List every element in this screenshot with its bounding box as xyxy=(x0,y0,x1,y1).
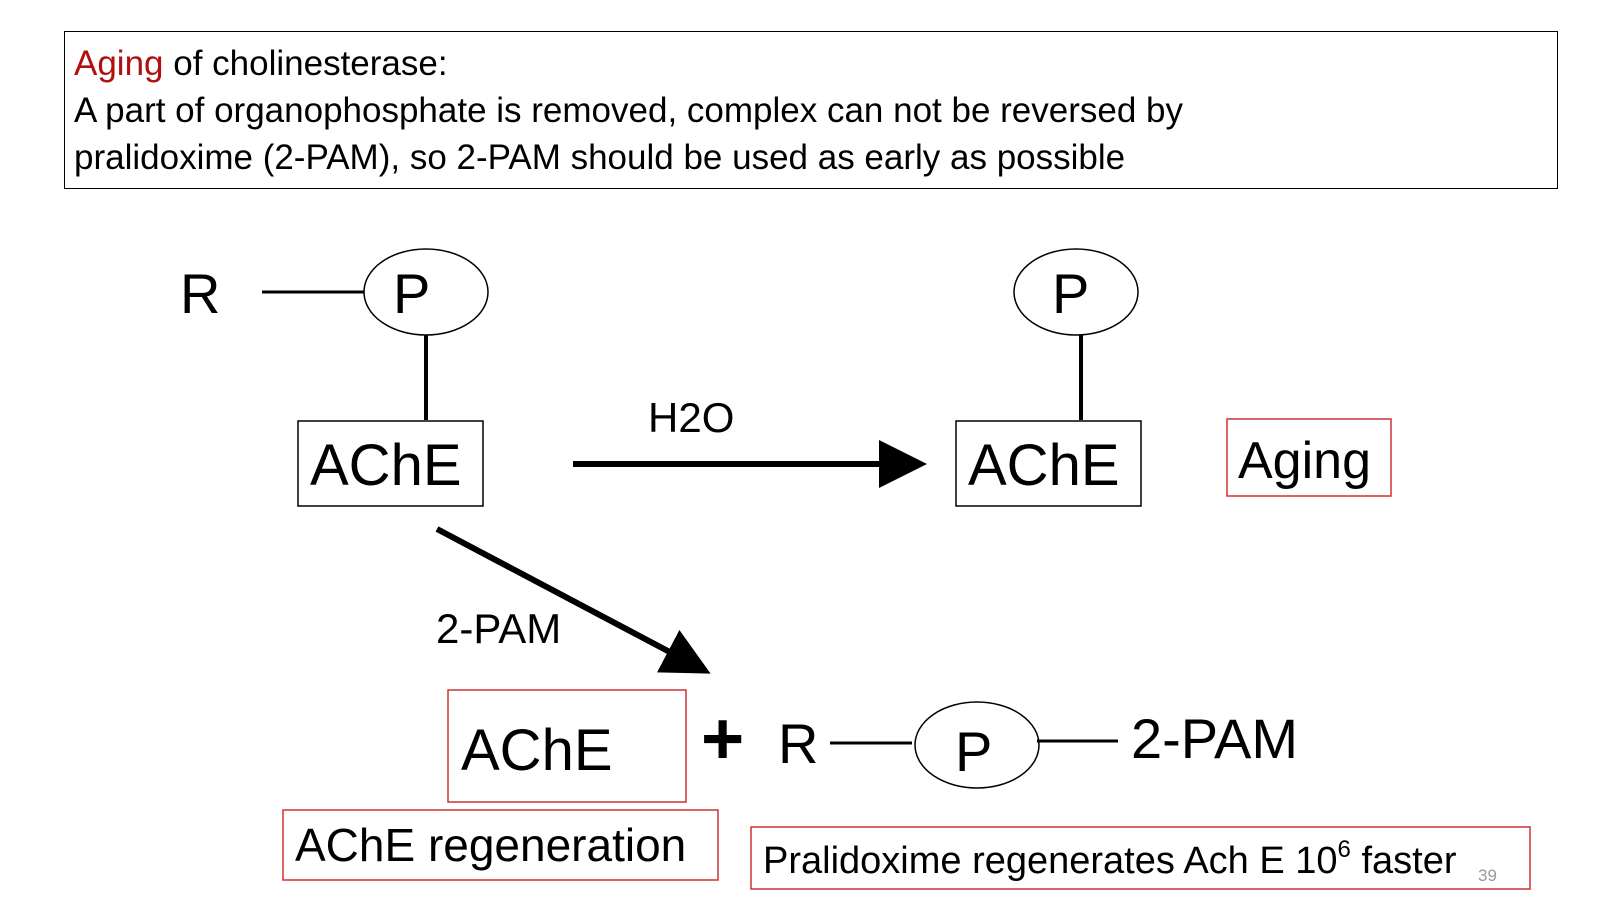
aged-enzyme-label: AChE xyxy=(968,433,1120,498)
regenerated-enzyme-label: AChE xyxy=(461,718,613,783)
aging-highlight: Aging xyxy=(74,44,164,83)
reactant-enzyme-box xyxy=(297,420,484,507)
product-p-ellipse xyxy=(914,701,1040,789)
plus-sign: + xyxy=(701,697,744,780)
rate-note-suffix: faster xyxy=(1351,840,1457,882)
aged-p-ellipse xyxy=(1013,248,1139,336)
rate-note: Pralidoxime regenerates Ach E 106 faster xyxy=(763,836,1457,882)
reactant-r-label: R xyxy=(180,262,220,325)
header-line-1: Aging of cholinesterase: xyxy=(74,40,1544,87)
page-number: 39 xyxy=(1478,866,1497,885)
product-pam-label: 2-PAM xyxy=(1131,707,1298,770)
aged-p-label: P xyxy=(1052,262,1089,325)
header-box xyxy=(64,31,1558,189)
header-line-2: A part of organophosphate is removed, co… xyxy=(74,91,1183,130)
aging-arrow-label: H2O xyxy=(648,394,734,441)
product-p-label: P xyxy=(955,720,992,783)
regeneration-arrow xyxy=(435,526,711,674)
rate-note-prefix: Pralidoxime regenerates Ach E 10 xyxy=(763,840,1338,882)
reactant-p-label: P xyxy=(393,262,430,325)
product-r-label: R xyxy=(778,712,818,775)
rate-note-exponent: 6 xyxy=(1338,836,1351,863)
header-line-1-rest: of cholinesterase: xyxy=(163,44,448,83)
regenerated-enzyme-box xyxy=(447,689,687,803)
reactant-enzyme-label: AChE xyxy=(310,433,462,498)
aging-result-box xyxy=(1226,418,1392,497)
regeneration-arrow-label: 2-PAM xyxy=(436,605,561,652)
aging-result-label: Aging xyxy=(1238,432,1371,490)
aged-enzyme-box xyxy=(955,420,1142,507)
header-line-3: pralidoxime (2-PAM), so 2-PAM should be … xyxy=(74,138,1126,177)
regeneration-label-box xyxy=(282,809,719,881)
regeneration-label: AChE regeneration xyxy=(295,819,686,871)
header-text: Aging of cholinesterase: A part of organ… xyxy=(74,40,1544,181)
rate-note-box xyxy=(750,826,1531,890)
